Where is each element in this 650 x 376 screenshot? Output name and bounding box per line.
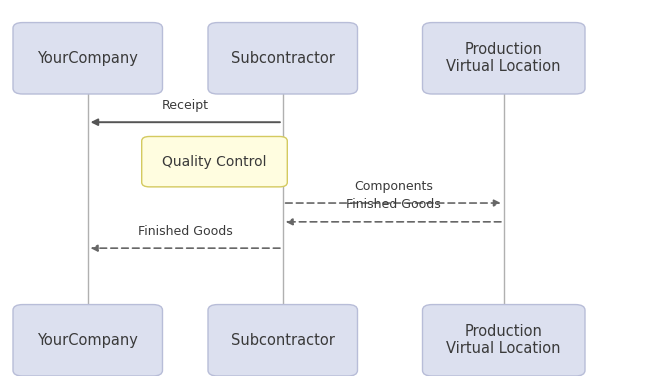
FancyBboxPatch shape xyxy=(13,23,162,94)
FancyBboxPatch shape xyxy=(422,23,585,94)
FancyBboxPatch shape xyxy=(142,136,287,187)
Text: YourCompany: YourCompany xyxy=(37,51,138,66)
Text: Production
Virtual Location: Production Virtual Location xyxy=(447,42,561,74)
FancyBboxPatch shape xyxy=(13,305,162,376)
Text: YourCompany: YourCompany xyxy=(37,333,138,348)
FancyBboxPatch shape xyxy=(208,23,358,94)
Text: Subcontractor: Subcontractor xyxy=(231,333,335,348)
Text: Finished Goods: Finished Goods xyxy=(138,224,233,238)
Text: Receipt: Receipt xyxy=(162,99,209,112)
Text: Production
Virtual Location: Production Virtual Location xyxy=(447,324,561,356)
Text: Subcontractor: Subcontractor xyxy=(231,51,335,66)
Text: Components: Components xyxy=(354,179,433,193)
Text: Finished Goods: Finished Goods xyxy=(346,198,441,211)
Text: Quality Control: Quality Control xyxy=(162,155,266,169)
FancyBboxPatch shape xyxy=(208,305,358,376)
FancyBboxPatch shape xyxy=(422,305,585,376)
